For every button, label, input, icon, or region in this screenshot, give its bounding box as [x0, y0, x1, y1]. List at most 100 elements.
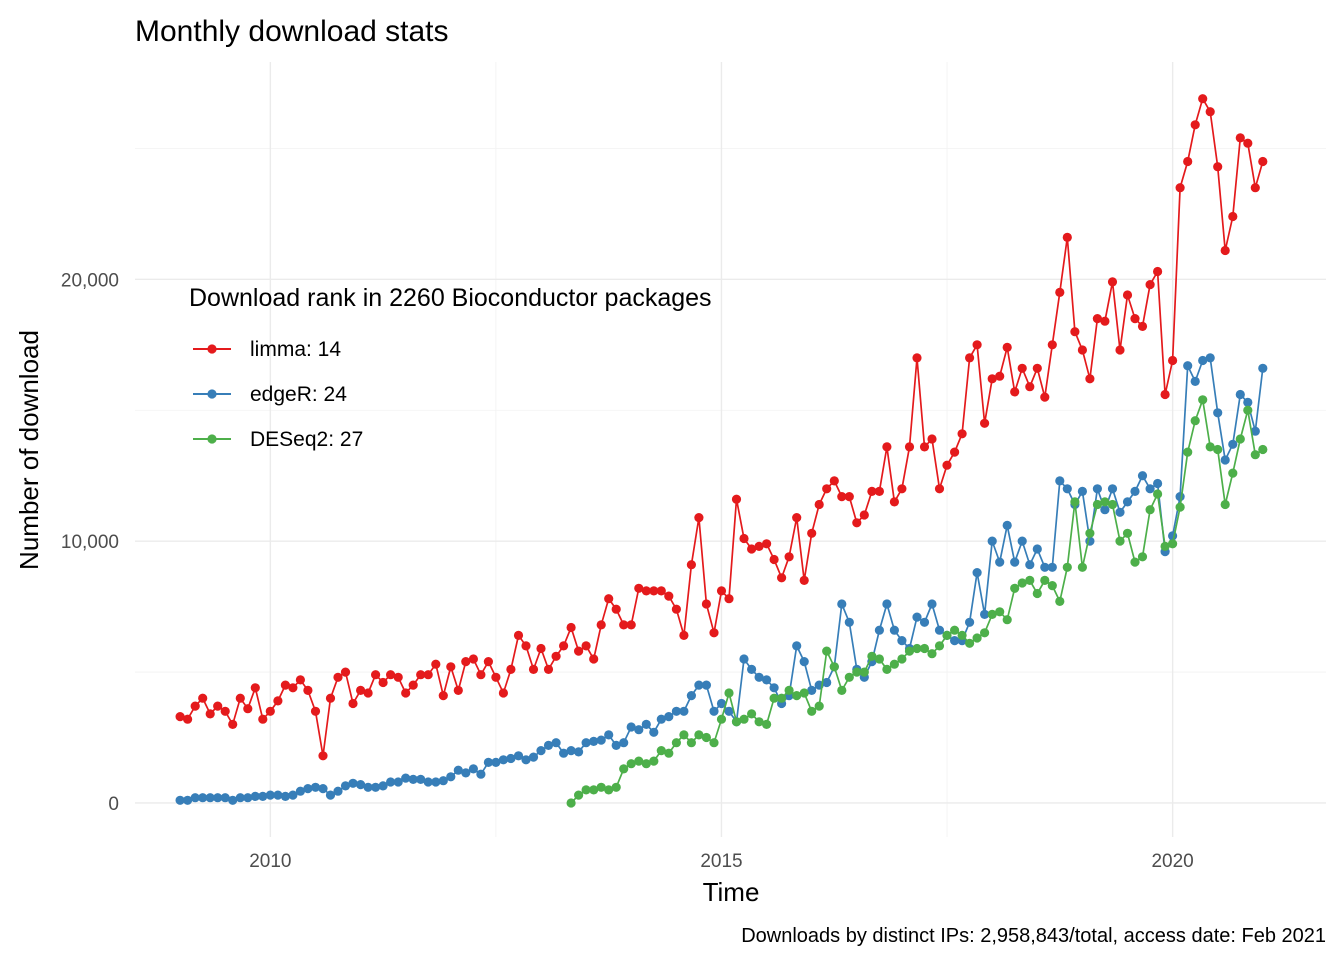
- data-point-limma: [408, 680, 418, 690]
- data-point-limma: [686, 560, 697, 570]
- data-point-limma: [1228, 211, 1238, 222]
- data-point-edger: [280, 791, 290, 802]
- data-point-edger: [536, 746, 546, 756]
- data-point-deseq2: [995, 607, 1005, 617]
- data-point-limma: [521, 641, 531, 651]
- data-point-limma: [889, 497, 900, 507]
- data-point-deseq2: [1168, 539, 1178, 549]
- data-point-deseq2: [769, 693, 779, 703]
- data-point-deseq2: [844, 672, 854, 682]
- data-point-edger: [566, 746, 576, 756]
- data-point-limma: [731, 494, 742, 504]
- data-point-edger: [611, 740, 621, 751]
- data-point-limma: [1062, 232, 1072, 242]
- data-point-limma: [220, 706, 230, 716]
- data-point-limma: [243, 704, 253, 714]
- data-point-limma: [611, 604, 621, 614]
- data-point-deseq2: [919, 643, 930, 654]
- data-point-limma: [1107, 277, 1118, 287]
- data-point-limma: [1198, 94, 1208, 104]
- data-point-edger: [671, 706, 682, 716]
- data-point-deseq2: [829, 662, 839, 672]
- legend-title: Download rank in 2260 Bioconductor packa…: [189, 284, 712, 312]
- data-point-limma: [559, 641, 569, 651]
- data-point-edger: [1025, 560, 1035, 570]
- data-point-limma: [1205, 107, 1215, 117]
- data-point-edger: [927, 599, 937, 609]
- data-point-limma: [897, 484, 907, 494]
- data-point-limma: [551, 651, 561, 661]
- data-point-deseq2: [1183, 447, 1193, 457]
- y-tick-label: 10,000: [61, 532, 119, 553]
- legend-item-limma: limma: 14: [193, 338, 341, 361]
- data-point-deseq2: [942, 630, 952, 641]
- y-axis-tick-labels: 0 10,000 20,000: [61, 270, 119, 815]
- data-point-limma: [912, 353, 922, 363]
- data-point-edger: [250, 791, 260, 802]
- data-point-limma: [250, 683, 260, 693]
- data-point-edger: [1100, 505, 1110, 515]
- data-point-edger: [1062, 484, 1072, 494]
- data-point-edger: [190, 793, 200, 803]
- data-point-edger: [664, 712, 674, 722]
- data-point-edger: [468, 764, 478, 774]
- data-point-limma: [498, 688, 508, 698]
- data-point-edger: [446, 772, 456, 782]
- data-point-edger: [589, 736, 599, 747]
- data-point-edger: [1047, 562, 1057, 572]
- data-point-limma: [1153, 266, 1163, 277]
- data-point-limma: [325, 693, 336, 703]
- data-point-edger: [461, 768, 471, 778]
- data-point-edger: [453, 765, 463, 775]
- data-point-deseq2: [799, 688, 809, 698]
- data-point-limma: [190, 701, 200, 711]
- data-point-edger: [340, 781, 351, 791]
- data-point-deseq2: [686, 738, 697, 748]
- x-tick-label: 2010: [249, 851, 291, 872]
- data-point-edger: [1010, 557, 1020, 567]
- data-point-limma: [664, 591, 674, 601]
- data-point-edger: [333, 786, 343, 796]
- data-point-limma: [348, 698, 358, 709]
- data-point-limma: [1145, 280, 1155, 290]
- data-point-deseq2: [731, 717, 742, 727]
- data-point-deseq2: [739, 714, 749, 724]
- data-point-edger: [386, 777, 396, 787]
- data-point-deseq2: [716, 714, 727, 724]
- data-point-edger: [273, 790, 283, 800]
- legend-label: limma: 14: [250, 338, 341, 361]
- data-point-limma: [694, 513, 704, 523]
- data-point-limma: [303, 685, 313, 696]
- data-point-edger: [1002, 520, 1012, 531]
- data-point-deseq2: [1137, 552, 1148, 562]
- data-point-limma: [596, 620, 606, 630]
- data-point-limma: [589, 654, 599, 664]
- data-point-limma: [957, 429, 967, 439]
- data-point-limma: [904, 442, 915, 452]
- data-point-limma: [822, 484, 832, 494]
- data-point-limma: [491, 672, 501, 682]
- data-point-limma: [318, 751, 328, 761]
- data-point-limma: [378, 677, 388, 688]
- data-point-limma: [972, 340, 982, 350]
- data-point-deseq2: [972, 633, 982, 643]
- data-point-edger: [581, 738, 591, 748]
- data-point-limma: [1025, 382, 1035, 392]
- data-point-deseq2: [1235, 434, 1245, 444]
- data-point-edger: [235, 793, 245, 803]
- data-point-deseq2: [1220, 499, 1230, 510]
- data-point-edger: [701, 680, 712, 690]
- data-point-deseq2: [626, 759, 636, 769]
- x-axis-tick-labels: 2010 2015 2020: [249, 851, 1194, 872]
- data-point-limma: [1243, 138, 1253, 148]
- data-point-limma: [265, 706, 275, 716]
- y-tick-label: 20,000: [61, 270, 119, 291]
- data-point-edger: [1115, 507, 1125, 517]
- data-point-edger: [679, 706, 689, 716]
- data-point-deseq2: [1122, 528, 1133, 538]
- data-point-deseq2: [777, 693, 787, 703]
- data-point-edger: [807, 685, 817, 696]
- data-point-edger: [1213, 408, 1223, 418]
- data-point-edger: [303, 784, 313, 794]
- data-point-limma: [1032, 363, 1042, 373]
